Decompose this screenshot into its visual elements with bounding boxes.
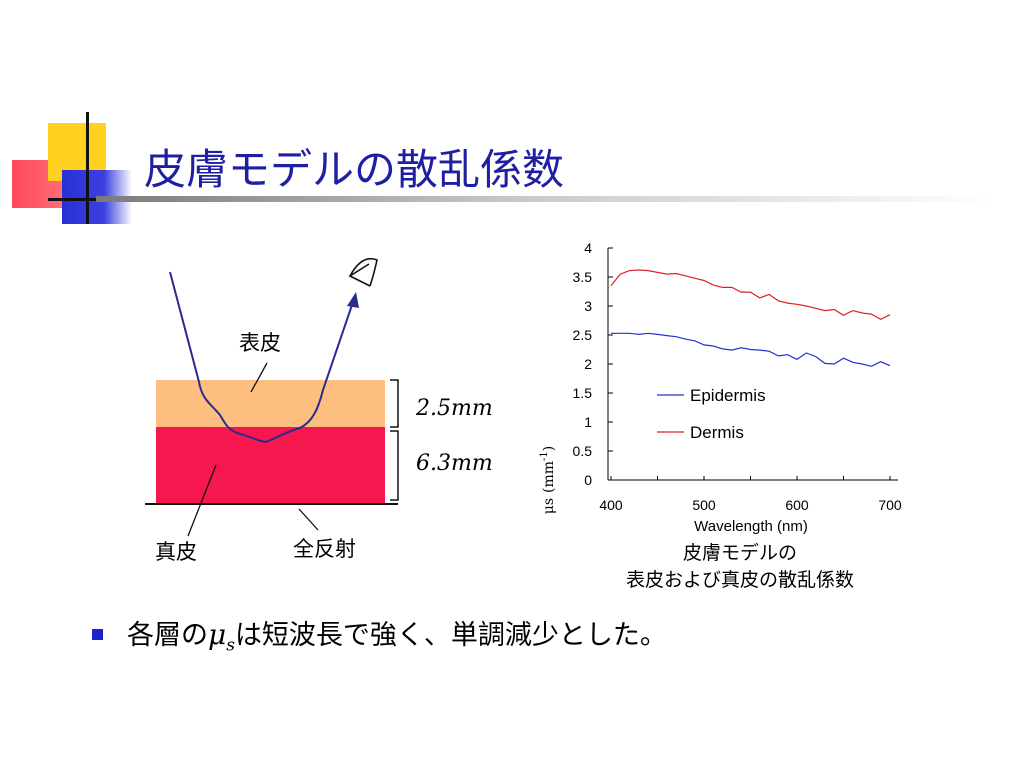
dermis-layer [156,427,385,504]
y-axis-label-symbol: μs [541,498,557,514]
chart-caption: 皮膚モデルの 表皮および真皮の散乱係数 [600,540,880,594]
arrow-head [347,292,359,308]
bullet-square-icon [92,628,103,640]
y-axis-label-exponent: -1 [539,451,550,461]
series-line-dermis [610,269,891,320]
x-tick-label: 500 [692,497,716,513]
dermis-thickness: 6.3mm [416,451,493,476]
y-tick-label: 2.5 [573,327,593,343]
epidermis-label: 表皮 [239,331,281,355]
x-tick-label: 400 [599,497,623,513]
y-tick-label: 0.5 [573,443,593,459]
y-tick-label: 1.5 [573,385,593,401]
mu-subscript: s [226,635,235,656]
legend-label-epidermis: Epidermis [690,386,766,405]
y-axis-label-close: ) [541,446,557,451]
mu-letter: μ [208,617,227,651]
y-tick-label: 4 [584,240,592,256]
y-tick-label: 0 [584,472,592,488]
dermis-label: 真皮 [155,540,197,564]
dermis-label-leader [187,464,217,537]
svg-text:μs(mm-1): μs (mm-1) [539,446,557,515]
epidermis-layer [156,380,385,427]
slide-title: 皮膚モデルの散乱係数 [144,145,565,194]
chart-legend: Epidermis Dermis [657,386,766,442]
title-underline [96,196,996,202]
legend-label-dermis: Dermis [690,423,744,442]
boundary-label-leader [298,508,319,531]
scattering-chart: 0 0.5 1 1.5 2 2.5 3 3.5 4 400 500 600 700 Wavelengt… [539,240,902,535]
series-line-epidermis [611,332,891,367]
y-axis-label-unit: (mm [541,461,557,493]
x-tick-label: 600 [785,497,809,513]
y-tick-label: 1 [584,414,592,430]
skin-model-diagram: 表皮 真皮 全反射 2.5mm 6.3mm [145,257,493,564]
caption-line-1: 皮膚モデルの [682,542,797,564]
light-path-curve [169,271,354,444]
mu-s-symbol: μs [208,617,235,656]
epidermis-label-leader [250,362,268,393]
x-axis-label: Wavelength (nm) [694,518,808,535]
y-tick-label: 3 [584,298,592,314]
bullet-suffix: は短波長で強く、単調減少とした。 [234,619,667,651]
y-tick-label: 2 [584,356,592,372]
decor-horizontal-line [48,198,140,201]
total-reflection-label: 全反射 [293,537,356,561]
bullet-prefix: 各層の [127,619,208,651]
caption-line-2: 表皮および真皮の散乱係数 [625,569,854,591]
y-tick-label: 3.5 [573,269,593,285]
bracket-epidermis [390,379,399,428]
decor-vertical-line [86,112,89,224]
epidermis-thickness: 2.5mm [415,396,493,421]
bracket-dermis [390,430,399,501]
eye-icon [348,257,378,287]
bullet-item: 各層のμsは短波長で強く、単調減少とした。 [92,612,667,656]
y-axis-label: μs (mm-1) [539,446,557,515]
x-tick-label: 700 [878,497,902,513]
bullet-text: 各層のμsは短波長で強く、単調減少とした。 [127,613,667,656]
